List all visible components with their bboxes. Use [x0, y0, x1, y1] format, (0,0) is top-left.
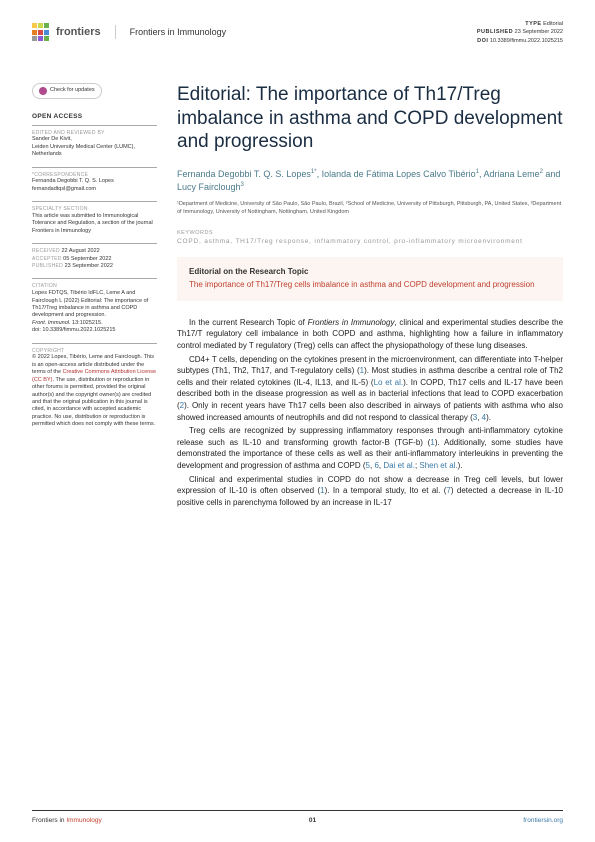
edited-by-aff: Leiden University Medical Center (LUMC),… [32, 144, 157, 159]
edited-by-label: EDITED AND REVIEWED BY [32, 130, 157, 137]
citation-block: CITATION Lopes FDTQS, Tibério IdFLC, Lem… [32, 278, 157, 334]
editorial-box: Editorial on the Research Topic The impo… [177, 257, 563, 301]
open-access-heading: OPEN ACCESS [32, 113, 157, 122]
specialty-block: SPECIALTY SECTION This article was submi… [32, 201, 157, 235]
meta-type-label: TYPE [525, 21, 541, 27]
citation-journal: Front. Immunol. [32, 320, 71, 326]
page-header: frontiers Frontiers in Immunology TYPE E… [0, 0, 595, 53]
article-affiliations: ¹Department of Medicine, University of S… [177, 201, 563, 216]
citation-label: CITATION [32, 283, 157, 290]
correspondence-name: Fernanda Degobbi T. Q. S. Lopes [32, 178, 157, 185]
published-value: 23 September 2022 [65, 263, 113, 269]
published-label: PUBLISHED [32, 263, 63, 269]
main-area: Check for updates OPEN ACCESS EDITED AND… [0, 83, 595, 511]
frontiers-logo-icon [32, 23, 50, 41]
specialty-text: This article was submitted to Immunologi… [32, 213, 157, 235]
sidebar: Check for updates OPEN ACCESS EDITED AND… [32, 83, 157, 511]
meta-doi-label: DOI [477, 38, 488, 44]
accepted-value: 05 September 2022 [63, 256, 111, 262]
body-paragraph: In the current Research Topic of Frontie… [177, 317, 563, 352]
meta-pub-label: PUBLISHED [477, 29, 513, 35]
accepted-label: ACCEPTED [32, 256, 62, 262]
correspondence-label: *CORRESPONDENCE [32, 172, 157, 179]
correspondence-block: *CORRESPONDENCE Fernanda Degobbi T. Q. S… [32, 167, 157, 194]
article-body: In the current Research Topic of Frontie… [177, 317, 563, 509]
article-content: Editorial: The importance of Th17/Treg i… [177, 83, 563, 511]
citation-ref: 13:1025215. [71, 320, 103, 326]
correspondence-email: fernandadtqsl@gmail.com [32, 186, 157, 193]
footer-page-number: 01 [309, 817, 316, 824]
meta-type-value: Editorial [543, 21, 563, 27]
article-authors: Fernanda Degobbi T. Q. S. Lopes1*, Iolan… [177, 168, 563, 193]
keywords-text: COPD, asthma, TH17/Treg response, inflam… [177, 238, 563, 245]
brand-name: frontiers [56, 26, 101, 38]
footer-journal-name: Immunology [66, 817, 101, 824]
citation-text: Lopes FDTQS, Tibério IdFLC, Leme A and F… [32, 290, 157, 320]
editorial-box-link[interactable]: The importance of Th17/Treg cells imbala… [189, 280, 551, 291]
keywords-label: KEYWORDS [177, 230, 563, 236]
specialty-label: SPECIALTY SECTION [32, 206, 157, 213]
editorial-box-title: Editorial on the Research Topic [189, 267, 551, 276]
received-label: RECEIVED [32, 248, 60, 254]
edited-by-block: EDITED AND REVIEWED BY Sander De Kivit, … [32, 125, 157, 159]
body-paragraph: Treg cells are recognized by suppressing… [177, 425, 563, 471]
edited-by-name: Sander De Kivit, [32, 136, 157, 143]
dates-block: RECEIVED 22 August 2022 ACCEPTED 05 Sept… [32, 243, 157, 270]
article-title: Editorial: The importance of Th17/Treg i… [177, 83, 563, 154]
copyright-text: © 2022 Lopes, Tibério, Leme and Fairclou… [32, 354, 157, 428]
footer-journal-prefix: Frontiers in [32, 817, 66, 824]
page-footer: Frontiers in Immunology 01 frontiersin.o… [32, 810, 563, 824]
meta-doi-link[interactable]: 10.3389/fimmu.2022.1025215 [490, 38, 563, 44]
brand-divider [115, 25, 116, 39]
brand-block: frontiers Frontiers in Immunology [32, 20, 226, 45]
check-updates-label: Check for updates [50, 87, 95, 94]
check-updates-icon [39, 87, 47, 95]
journal-name: Frontiers in Immunology [130, 27, 227, 37]
footer-journal: Frontiers in Immunology [32, 817, 102, 824]
footer-site-link[interactable]: frontiersin.org [523, 817, 563, 824]
copyright-block: COPYRIGHT © 2022 Lopes, Tibério, Leme an… [32, 343, 157, 429]
copyright-text-2: . The use, distribution or reproduction … [32, 377, 155, 428]
received-value: 22 August 2022 [62, 248, 100, 254]
body-paragraph: CD4+ T cells, depending on the cytokines… [177, 354, 563, 424]
citation-doi: doi: 10.3389/fimmu.2022.1025215 [32, 327, 157, 334]
check-updates-button[interactable]: Check for updates [32, 83, 102, 99]
meta-pub-value: 23 September 2022 [515, 29, 563, 35]
body-paragraph: Clinical and experimental studies in COP… [177, 474, 563, 509]
header-meta: TYPE Editorial PUBLISHED 23 September 20… [477, 20, 563, 45]
